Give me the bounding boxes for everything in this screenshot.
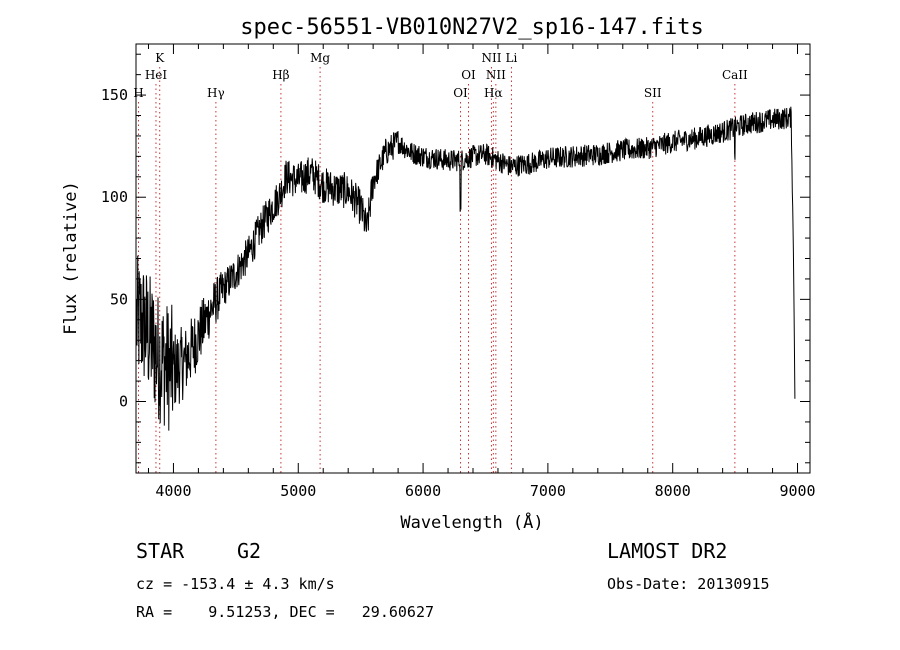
object-class: STAR	[136, 539, 185, 563]
y-tick-label: 50	[110, 290, 128, 308]
marker-label: NII	[486, 68, 506, 82]
y-tick-label: 100	[101, 188, 128, 206]
marker-label: Hγ	[207, 86, 225, 100]
x-tick-label: 5000	[280, 482, 316, 500]
chart-title: spec-56551-VB010N27V2_sp16-147.fits	[240, 15, 704, 40]
y-axis-label: Flux (relative)	[61, 181, 81, 335]
marker-label: Hα	[484, 86, 503, 100]
marker-label: CaII	[722, 68, 748, 82]
spectrum-line	[136, 106, 796, 431]
axis-ticks: 4000 5000 6000 7000 8000 9000 0 50 100 150	[101, 44, 816, 500]
x-tick-label: 6000	[405, 482, 441, 500]
y-tick-label: 150	[101, 86, 128, 104]
object-subclass: G2	[237, 539, 262, 563]
marker-label: H	[133, 86, 143, 100]
y-tick-label: 0	[119, 393, 128, 411]
marker-label: OI	[461, 68, 476, 82]
coordinates: RA = 9.51253, DEC = 29.60627	[136, 603, 435, 621]
survey-name: LAMOST DR2	[607, 539, 728, 563]
marker-label: Li	[506, 51, 518, 65]
x-tick-label: 7000	[530, 482, 566, 500]
line-markers: H K HeI Hγ Hβ Mg OI OI NII NII Hα Li SII CaII	[133, 51, 748, 473]
marker-label: OI	[453, 86, 468, 100]
marker-label: NII	[481, 51, 501, 65]
marker-label: HeI	[145, 68, 168, 82]
marker-label: Hβ	[272, 68, 289, 82]
plot-frame	[135, 43, 811, 474]
marker-label: Mg	[310, 51, 330, 65]
x-tick-label: 8000	[655, 482, 691, 500]
x-tick-label: 9000	[779, 482, 815, 500]
x-tick-label: 4000	[155, 482, 191, 500]
x-axis-label: Wavelength (Å)	[400, 511, 543, 533]
radial-velocity: cz = -153.4 ± 4.3 km/s	[136, 575, 335, 593]
marker-label: K	[155, 51, 165, 65]
observation-date: Obs-Date: 20130915	[607, 575, 770, 593]
marker-label: SII	[644, 86, 662, 100]
